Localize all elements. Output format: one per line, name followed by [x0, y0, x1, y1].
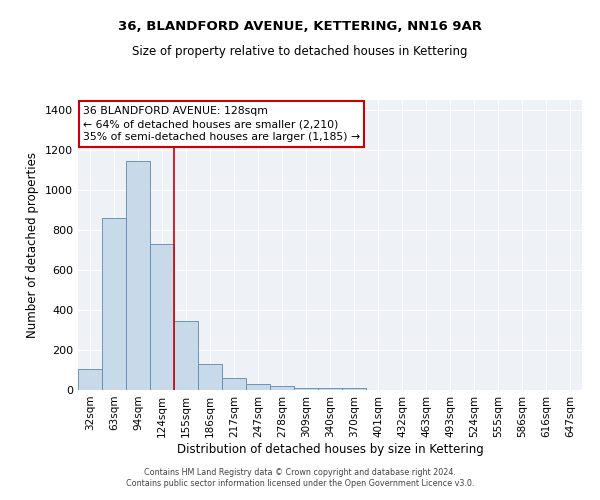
Bar: [222, 378, 246, 390]
Bar: [294, 388, 318, 390]
Text: 36, BLANDFORD AVENUE, KETTERING, NN16 9AR: 36, BLANDFORD AVENUE, KETTERING, NN16 9A…: [118, 20, 482, 33]
Bar: [318, 388, 342, 390]
X-axis label: Distribution of detached houses by size in Kettering: Distribution of detached houses by size …: [176, 442, 484, 456]
Text: 36 BLANDFORD AVENUE: 128sqm
← 64% of detached houses are smaller (2,210)
35% of : 36 BLANDFORD AVENUE: 128sqm ← 64% of det…: [83, 106, 360, 142]
Bar: [102, 218, 126, 390]
Y-axis label: Number of detached properties: Number of detached properties: [26, 152, 40, 338]
Bar: [78, 369, 102, 390]
Text: Contains HM Land Registry data © Crown copyright and database right 2024.
Contai: Contains HM Land Registry data © Crown c…: [126, 468, 474, 487]
Bar: [342, 388, 366, 390]
Text: Size of property relative to detached houses in Kettering: Size of property relative to detached ho…: [132, 45, 468, 58]
Bar: [126, 161, 150, 390]
Bar: [150, 244, 174, 390]
Bar: [246, 384, 270, 390]
Bar: [270, 386, 294, 390]
Bar: [174, 321, 198, 390]
Bar: [198, 364, 222, 390]
